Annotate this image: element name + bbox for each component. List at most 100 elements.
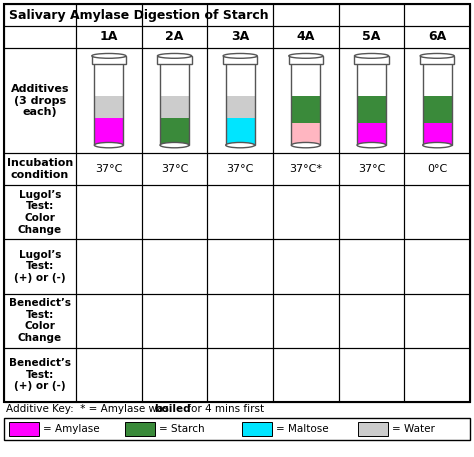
Bar <box>207 26 273 48</box>
Bar <box>273 239 338 293</box>
Bar <box>273 293 338 348</box>
Bar <box>338 293 404 348</box>
Bar <box>142 26 207 48</box>
Text: 0°C: 0°C <box>427 164 447 174</box>
Bar <box>355 56 389 64</box>
Ellipse shape <box>94 143 123 148</box>
Text: boiled: boiled <box>154 404 191 414</box>
Text: Additives
(3 drops
each): Additives (3 drops each) <box>11 84 69 117</box>
Text: 6A: 6A <box>428 31 447 43</box>
Bar <box>160 118 189 145</box>
Text: 37°C: 37°C <box>161 164 188 174</box>
Bar <box>404 153 470 185</box>
Bar <box>338 4 404 26</box>
Bar <box>338 26 404 48</box>
Ellipse shape <box>223 53 257 58</box>
Text: 4A: 4A <box>297 31 315 43</box>
Bar <box>357 123 386 145</box>
Text: 37°C*: 37°C* <box>289 164 322 174</box>
Bar <box>292 56 320 145</box>
Bar <box>142 4 207 26</box>
Bar <box>76 239 142 293</box>
Bar <box>142 239 207 293</box>
Bar <box>76 348 142 402</box>
Bar <box>358 422 389 436</box>
Bar <box>223 56 257 64</box>
Bar <box>4 239 76 293</box>
Bar <box>357 96 386 123</box>
Bar <box>273 348 338 402</box>
Bar <box>338 348 404 402</box>
Bar <box>76 26 142 48</box>
Ellipse shape <box>423 143 452 148</box>
Bar <box>160 56 189 145</box>
Bar <box>4 293 76 348</box>
Ellipse shape <box>160 143 189 148</box>
Bar <box>4 418 470 440</box>
Ellipse shape <box>157 53 191 58</box>
Bar <box>94 56 123 145</box>
Bar <box>142 348 207 402</box>
Text: Benedict’s
Test:
(+) or (-): Benedict’s Test: (+) or (-) <box>9 358 71 392</box>
Ellipse shape <box>226 143 255 148</box>
Bar <box>292 96 320 123</box>
Bar <box>292 123 320 145</box>
Bar <box>404 239 470 293</box>
Bar <box>338 48 404 153</box>
Bar <box>76 48 142 153</box>
Bar <box>226 118 255 145</box>
Bar <box>273 26 338 48</box>
Bar <box>404 48 470 153</box>
Text: = Maltose: = Maltose <box>276 424 328 434</box>
Text: 2A: 2A <box>165 31 184 43</box>
Bar <box>142 185 207 239</box>
Bar <box>4 185 76 239</box>
Bar <box>76 185 142 239</box>
Bar <box>76 293 142 348</box>
Ellipse shape <box>292 143 320 148</box>
Ellipse shape <box>357 143 386 148</box>
Bar <box>126 422 155 436</box>
Bar <box>207 293 273 348</box>
Text: Incubation
condition: Incubation condition <box>7 158 73 180</box>
Bar <box>404 4 470 26</box>
Text: for 4 mins first: for 4 mins first <box>184 404 264 414</box>
Bar <box>242 422 272 436</box>
Bar <box>420 56 454 64</box>
Bar <box>226 96 255 118</box>
Bar <box>423 96 452 123</box>
Text: = Water: = Water <box>392 424 436 434</box>
Bar <box>357 56 386 145</box>
Bar <box>142 293 207 348</box>
Bar <box>94 56 123 145</box>
Bar <box>207 153 273 185</box>
Bar <box>4 26 76 48</box>
Bar <box>338 153 404 185</box>
Bar <box>207 185 273 239</box>
Ellipse shape <box>355 53 389 58</box>
Bar <box>76 153 142 185</box>
Bar <box>273 185 338 239</box>
Text: 37°C: 37°C <box>95 164 122 174</box>
Bar <box>4 348 76 402</box>
Bar <box>160 96 189 118</box>
Bar <box>207 239 273 293</box>
Bar <box>423 123 452 145</box>
Bar <box>404 348 470 402</box>
Text: Lugol’s
Test:
(+) or (-): Lugol’s Test: (+) or (-) <box>14 250 66 283</box>
Ellipse shape <box>92 53 126 58</box>
Bar <box>142 153 207 185</box>
Text: Salivary Amylase Digestion of Starch: Salivary Amylase Digestion of Starch <box>9 9 269 21</box>
Bar <box>157 56 191 64</box>
Text: = Starch: = Starch <box>159 424 205 434</box>
Bar <box>94 118 123 145</box>
Bar <box>4 153 76 185</box>
Bar <box>289 56 323 64</box>
Bar <box>94 96 123 118</box>
Bar <box>76 4 142 26</box>
Bar <box>207 4 273 26</box>
Ellipse shape <box>420 53 454 58</box>
Text: Lugol’s
Test:
Color
Change: Lugol’s Test: Color Change <box>18 190 62 234</box>
Bar <box>142 48 207 153</box>
Bar <box>207 48 273 153</box>
